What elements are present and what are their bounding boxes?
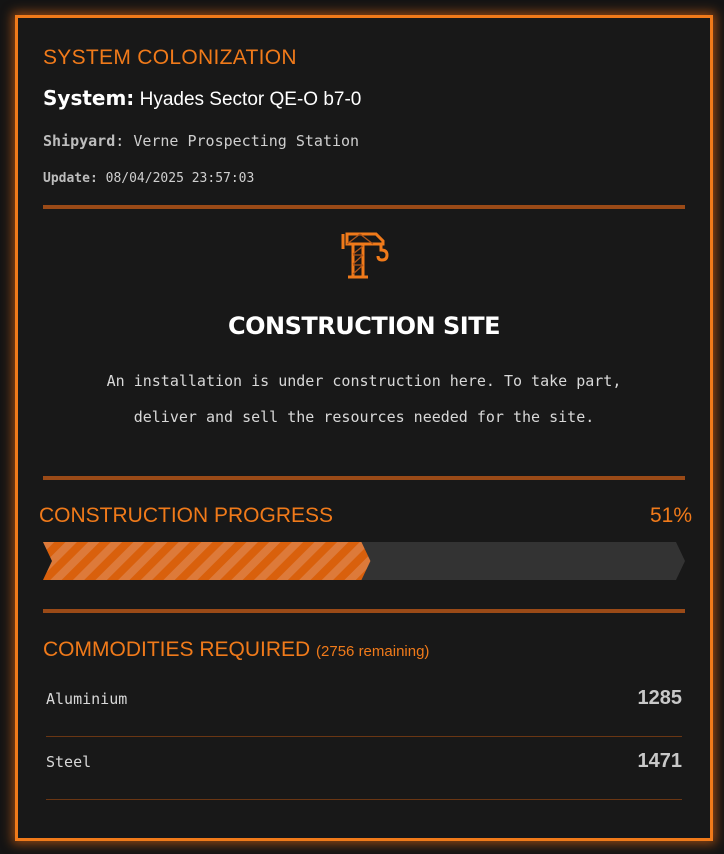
progress-fill bbox=[43, 542, 371, 580]
description-line: An installation is under construction he… bbox=[106, 372, 622, 390]
description-line: deliver and sell the resources needed fo… bbox=[133, 408, 595, 426]
update-time: 08/04/2025 23:57:03 bbox=[105, 171, 255, 186]
divider bbox=[43, 609, 685, 613]
commodities-label: COMMODITIES REQUIRED bbox=[43, 638, 311, 661]
update-label: Update: bbox=[43, 171, 98, 186]
crane-icon bbox=[341, 232, 389, 279]
update-line: Update: 08/04/2025 23:57:03 bbox=[43, 171, 254, 186]
progress-label: CONSTRUCTION PROGRESS bbox=[39, 504, 334, 527]
shipyard-name: Verne Prospecting Station bbox=[133, 132, 360, 150]
commodity-qty: 1285 bbox=[637, 687, 683, 709]
commodity-name: Steel bbox=[46, 753, 92, 771]
divider bbox=[43, 205, 685, 209]
progress-percent: 51% bbox=[649, 504, 692, 527]
progress-bar bbox=[43, 542, 685, 580]
shipyard-label: Shipyard bbox=[43, 132, 116, 150]
system-line: System: Hyades Sector QE-O b7-0 bbox=[43, 86, 361, 111]
colonization-panel: SYSTEM COLONIZATION System: Hyades Secto… bbox=[15, 15, 713, 841]
shipyard-line: Shipyard: Verne Prospecting Station bbox=[43, 132, 360, 150]
divider bbox=[43, 476, 685, 480]
commodity-row: Steel 1471 bbox=[46, 737, 682, 800]
commodity-qty: 1471 bbox=[637, 750, 683, 772]
commodities-header: COMMODITIES REQUIRED (2756 remaining) bbox=[43, 638, 429, 662]
system-label: System: bbox=[43, 86, 135, 110]
site-description: An installation is under construction he… bbox=[58, 363, 670, 435]
commodity-row: Aluminium 1285 bbox=[46, 674, 682, 737]
panel-title: SYSTEM COLONIZATION bbox=[43, 46, 297, 69]
site-title: CONSTRUCTION SITE bbox=[228, 312, 500, 340]
commodities-remaining: (2756 remaining) bbox=[316, 643, 430, 660]
system-name: Hyades Sector QE-O b7-0 bbox=[139, 89, 362, 110]
commodity-name: Aluminium bbox=[46, 690, 128, 708]
